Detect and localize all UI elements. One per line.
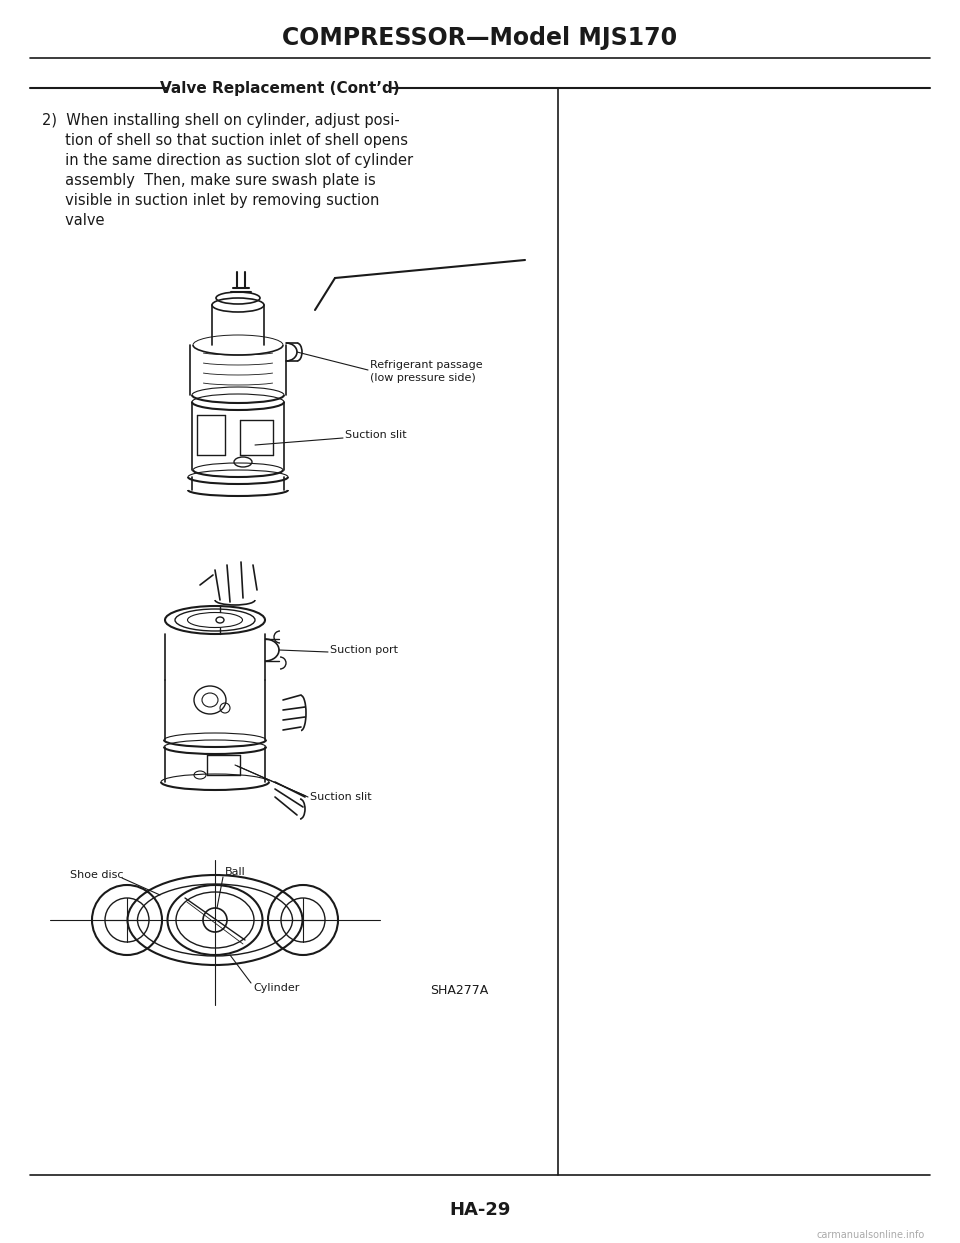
Text: Suction port: Suction port	[330, 645, 398, 655]
Text: tion of shell so that suction inlet of shell opens: tion of shell so that suction inlet of s…	[42, 133, 408, 148]
Text: COMPRESSOR—Model MJS170: COMPRESSOR—Model MJS170	[282, 26, 678, 50]
Text: carmanualsonline.info: carmanualsonline.info	[817, 1231, 925, 1241]
Text: 2)  When installing shell on cylinder, adjust posi-: 2) When installing shell on cylinder, ad…	[42, 113, 399, 128]
Text: valve: valve	[42, 213, 105, 227]
Text: Shoe disc: Shoe disc	[70, 870, 124, 880]
Text: Ball: Ball	[225, 868, 246, 878]
Text: assembly  Then, make sure swash plate is: assembly Then, make sure swash plate is	[42, 173, 375, 188]
Text: Refrigerant passage: Refrigerant passage	[370, 360, 483, 370]
Text: visible in suction inlet by removing suction: visible in suction inlet by removing suc…	[42, 193, 379, 208]
Text: Cylinder: Cylinder	[253, 983, 300, 993]
Text: HA-29: HA-29	[449, 1201, 511, 1219]
Text: Suction slit: Suction slit	[345, 430, 407, 440]
Text: in the same direction as suction slot of cylinder: in the same direction as suction slot of…	[42, 153, 413, 168]
Text: Suction slit: Suction slit	[310, 792, 372, 802]
Text: (low pressure side): (low pressure side)	[370, 373, 476, 383]
Text: Valve Replacement (Cont’d): Valve Replacement (Cont’d)	[160, 81, 399, 96]
Text: SHA277A: SHA277A	[430, 983, 489, 997]
